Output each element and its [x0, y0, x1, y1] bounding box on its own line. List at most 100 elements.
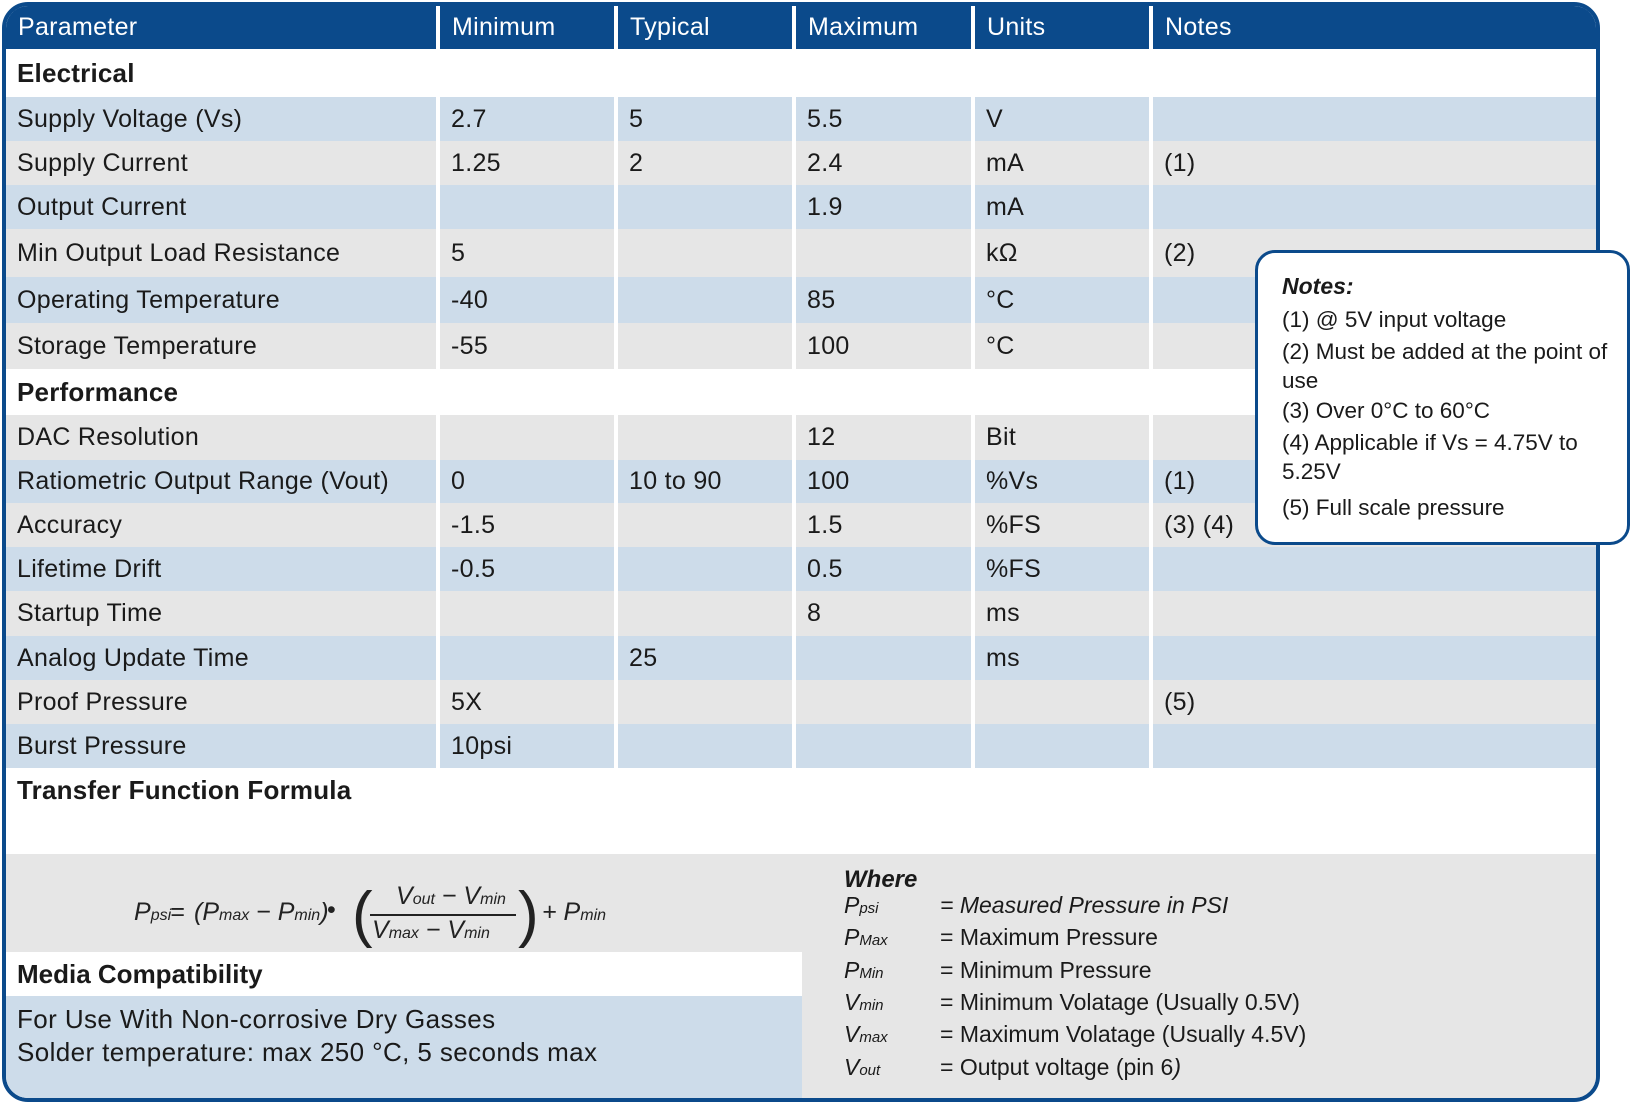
header-typical: Typical [614, 6, 792, 49]
cell-units: ms [971, 591, 1149, 636]
cell-parameter: Startup Time [17, 599, 163, 627]
header-maximum: Maximum [792, 6, 971, 49]
header-parameter: Parameter [18, 13, 138, 41]
media-compatibility-header: Media Compatibility [6, 952, 802, 996]
cell-parameter: Operating Temperature [17, 286, 280, 314]
cell-parameter: Min Output Load Resistance [17, 239, 341, 267]
where-row: PMin = Minimum Pressure [844, 957, 1444, 990]
cell-maximum: 12 [792, 415, 971, 460]
table-header: Parameter Minimum Typical Maximum Units … [6, 6, 1596, 49]
formula-term-pmax-pmin: (Pmax − Pmin) [194, 898, 329, 926]
section-title: Transfer Function Formula [17, 775, 352, 805]
cell-typical [614, 547, 792, 591]
notes-title: Notes: [1282, 273, 1354, 299]
cell-minimum: -1.5 [436, 503, 614, 547]
cell-minimum [436, 636, 614, 680]
cell-notes: (5) [1149, 680, 1596, 724]
cell-notes [1149, 415, 1596, 460]
cell-notes [1149, 591, 1596, 636]
where-symbol: PMin [844, 956, 884, 983]
cell-parameter: Accuracy [17, 511, 123, 539]
where-symbol: Ppsi [844, 892, 879, 918]
section-electrical: Electrical [6, 49, 1596, 97]
cell-typical: 25 [614, 636, 792, 680]
cell-maximum: 100 [792, 460, 971, 503]
cell-minimum: -40 [436, 277, 614, 323]
spec-sheet-frame: Parameter Minimum Typical Maximum Units … [2, 2, 1600, 1102]
cell-notes [1149, 724, 1596, 768]
cell-minimum [436, 185, 614, 229]
section-title: Performance [17, 377, 179, 407]
formula-lhs: Ppsi [134, 898, 172, 926]
table-row: Output Current 1.9 mA [6, 185, 1596, 229]
where-row: PMax = Maximum Pressure [844, 924, 1444, 957]
cell-notes: (3) (4) [1149, 503, 1596, 547]
where-symbol: Vmin [844, 988, 884, 1015]
cell-units: °C [971, 323, 1149, 369]
where-definition: = Output voltage (pin 6) [940, 1053, 1182, 1080]
header-notes: Notes [1149, 6, 1596, 49]
cell-parameter: DAC Resolution [17, 423, 200, 451]
header-minimum: Minimum [436, 6, 614, 49]
cell-minimum: 2.7 [436, 97, 614, 141]
cell-minimum: 5X [436, 680, 614, 724]
formula-denominator: Vmax − Vmin [372, 916, 490, 944]
cell-notes [1149, 547, 1596, 591]
cell-maximum: 85 [792, 277, 971, 323]
where-definition: = Maximum Pressure [940, 924, 1158, 951]
formula-right-paren: ) [518, 880, 539, 949]
where-symbol: PMax [844, 924, 888, 951]
where-row: Vmax = Maximum Volatage (Usually 4.5V) [844, 1021, 1444, 1054]
cell-units: Bit [971, 415, 1149, 460]
cell-notes [1149, 97, 1596, 141]
note-item: (5) Full scale pressure [1282, 495, 1505, 520]
cell-minimum [436, 415, 614, 460]
formula-dot: • [327, 896, 336, 924]
cell-minimum: 0 [436, 460, 614, 503]
cell-units: V [971, 97, 1149, 141]
cell-minimum [436, 591, 614, 636]
cell-typical [614, 323, 792, 369]
cell-maximum: 2.4 [792, 141, 971, 185]
where-definition: = Maximum Volatage (Usually 4.5V) [940, 1021, 1307, 1048]
cell-parameter: Supply Voltage (Vs) [17, 105, 243, 133]
cell-units: mA [971, 185, 1149, 229]
table-row: Analog Update Time 25 ms [6, 636, 1596, 680]
note-item: (1) @ 5V input voltage [1282, 307, 1507, 332]
cell-maximum: 8 [792, 591, 971, 636]
cell-typical [614, 277, 792, 323]
cell-typical: 10 to 90 [614, 460, 792, 503]
where-symbol: Vout [844, 1053, 881, 1080]
formula-plus-pmin: + Pmin [542, 898, 607, 926]
cell-typical [614, 724, 792, 768]
cell-units: kΩ [971, 229, 1149, 277]
cell-notes [1149, 323, 1596, 369]
cell-notes: (1) [1149, 460, 1596, 503]
cell-typical [614, 229, 792, 277]
cell-units: %FS [971, 547, 1149, 591]
cell-maximum: 100 [792, 323, 971, 369]
where-definition: = Measured Pressure in PSI [940, 892, 1229, 918]
table-row: Burst Pressure 10psi [6, 724, 1596, 768]
cell-units: mA [971, 141, 1149, 185]
cell-minimum: -55 [436, 323, 614, 369]
cell-maximum [792, 229, 971, 277]
cell-typical [614, 415, 792, 460]
formula-numerator: Vout − Vmin [396, 882, 506, 910]
cell-parameter: Output Current [17, 193, 187, 221]
media-line-1: For Use With Non-corrosive Dry Gasses [17, 1004, 496, 1034]
cell-notes: (2) [1149, 229, 1596, 277]
cell-maximum [792, 724, 971, 768]
cell-typical [614, 503, 792, 547]
media-line-2: Solder temperature: max 250 °C, 5 second… [17, 1037, 598, 1067]
note-item: (2) Must be added at the point of use [1282, 339, 1608, 393]
cell-units: ms [971, 636, 1149, 680]
cell-notes [1149, 636, 1596, 680]
cell-maximum: 1.5 [792, 503, 971, 547]
cell-notes: (1) [1149, 141, 1596, 185]
cell-units [971, 680, 1149, 724]
cell-maximum: 0.5 [792, 547, 971, 591]
note-item: (3) Over 0°C to 60°C [1282, 398, 1491, 423]
table-row: Startup Time 8 ms [6, 591, 1596, 636]
transfer-function-formula: Ppsi = (Pmax − Pmin) • ( Vout − Vmin Vma… [134, 870, 654, 960]
